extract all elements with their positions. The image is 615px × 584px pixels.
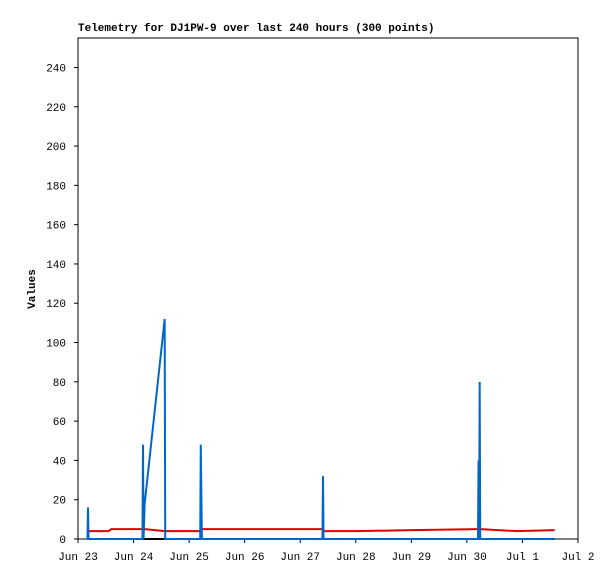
x-tick-label: Jun 26 [225,552,265,564]
y-axis-label: Values [27,269,39,309]
y-tick-label: 140 [46,260,66,272]
y-tick-label: 20 [53,496,66,508]
x-tick-label: Jun 30 [447,552,487,564]
x-tick-label: Jun 25 [169,552,209,564]
y-tick-label: 100 [46,339,66,351]
x-tick-label: Jun 24 [114,552,154,564]
plot-frame [77,37,579,540]
x-tick-label: Jun 28 [336,552,376,564]
x-tick-label: Jun 27 [280,552,320,564]
x-tick-label: Jun 29 [392,552,432,564]
y-tick-label: 240 [46,63,66,75]
y-tick-label: 220 [46,103,66,115]
y-tick-label: 80 [53,378,66,390]
y-tick-label: 60 [53,417,66,429]
y-tick-label: 120 [46,299,66,311]
chart-title: Telemetry for DJ1PW-9 over last 240 hour… [78,23,434,35]
y-tick-label: 0 [59,535,66,547]
y-tick-label: 200 [46,142,66,154]
x-tick-label: Jul 2 [561,552,594,564]
y-tick-label: 40 [53,456,66,468]
series-line [86,318,555,540]
x-tick-label: Jul 1 [506,552,539,564]
x-tick-label: Jun 23 [58,552,98,564]
y-tick-label: 160 [46,221,66,233]
y-tick-label: 180 [46,181,66,193]
